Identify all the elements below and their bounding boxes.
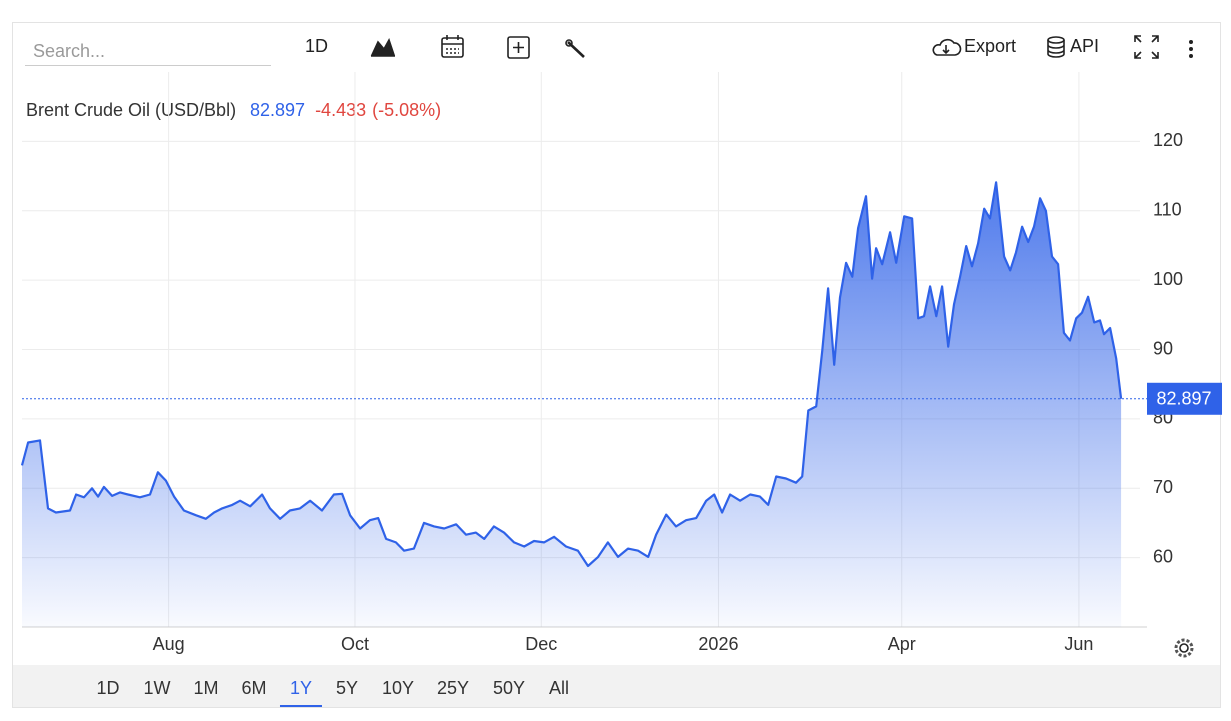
x-tick-label: Oct: [341, 634, 369, 654]
range-button[interactable]: 5Y: [335, 678, 359, 698]
range-button[interactable]: 50Y: [492, 678, 526, 698]
last-value-tag: [1147, 382, 1222, 415]
area-fill: [22, 182, 1122, 628]
chart-title: Brent Crude Oil (USD/Bbl): [26, 100, 236, 120]
range-button[interactable]: 1D: [96, 678, 120, 698]
x-tick-label: 2026: [698, 634, 738, 654]
y-tick-label: 70: [1153, 477, 1173, 497]
range-button[interactable]: 1M: [193, 678, 219, 698]
y-tick-label: 100: [1153, 269, 1183, 289]
range-button[interactable]: 25Y: [436, 678, 470, 698]
price-line: [20, 181, 1123, 568]
range-bar: [13, 665, 1220, 707]
api-button[interactable]: API: [1070, 36, 1100, 56]
range-button[interactable]: 1Y: [279, 678, 323, 707]
x-tick-label: Jun: [1064, 634, 1093, 654]
search-input[interactable]: Search...: [25, 36, 271, 66]
last-value-label: 82.897: [1156, 389, 1211, 409]
x-tick-label: Dec: [525, 634, 557, 654]
widget-frame: [12, 22, 1221, 708]
y-tick-label: 120: [1153, 130, 1183, 150]
x-tick-label: Apr: [888, 634, 916, 654]
x-tick-label: Aug: [153, 634, 185, 654]
interval-button[interactable]: 1D: [305, 36, 329, 56]
export-button[interactable]: Export: [964, 36, 1017, 56]
y-tick-label: 110: [1153, 200, 1182, 220]
price-change-percent: (-5.08%): [372, 100, 441, 120]
y-tick-label: 90: [1153, 338, 1173, 358]
last-price: 82.897: [250, 100, 305, 120]
range-button[interactable]: 1W: [143, 678, 171, 698]
y-tick-label: 60: [1153, 546, 1173, 566]
range-button[interactable]: 10Y: [381, 678, 415, 698]
price-change: -4.433: [315, 100, 366, 120]
range-button[interactable]: All: [548, 678, 570, 698]
range-button[interactable]: 6M: [241, 678, 267, 698]
